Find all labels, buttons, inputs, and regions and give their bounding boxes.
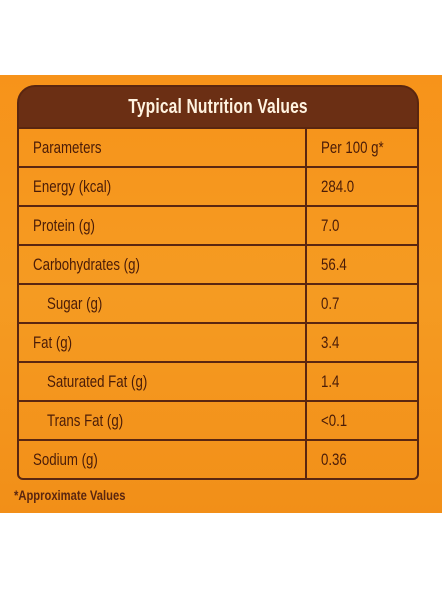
parameter-cell: Parameters: [19, 129, 307, 168]
parameter-label: Trans Fat (g): [47, 410, 124, 430]
parameter-cell: Energy (kcal): [19, 166, 307, 207]
parameter-value: 0.7: [321, 293, 340, 313]
column-header-parameters: Parameters: [33, 137, 102, 157]
parameter-label: Fat (g): [33, 332, 73, 352]
parameter-value: 56.4: [321, 254, 347, 274]
value-cell: 56.4: [305, 244, 417, 285]
parameter-cell: Fat (g): [19, 322, 307, 363]
table-title: Typical Nutrition Values: [128, 95, 308, 118]
footnote-text: *Approximate Values: [14, 487, 126, 503]
table-row: Saturated Fat (g) 1.4: [19, 361, 417, 402]
nutrition-table: Parameters Per 100 g* Energy (kcal) 284.…: [17, 129, 419, 480]
table-row: Carbohydrates (g) 56.4: [19, 244, 417, 285]
parameter-label: Saturated Fat (g): [47, 371, 148, 391]
parameter-cell: Sodium (g): [19, 439, 307, 478]
nutrition-panel: Typical Nutrition Values Parameters Per …: [0, 75, 442, 513]
value-cell: 0.36: [305, 439, 417, 478]
table-row: Protein (g) 7.0: [19, 205, 417, 246]
parameter-label: Protein (g): [33, 215, 95, 235]
value-cell: 1.4: [305, 361, 417, 402]
table-row: Sugar (g) 0.7: [19, 283, 417, 324]
parameter-label: Energy (kcal): [33, 176, 112, 196]
column-header-per-100g: Per 100 g*: [321, 137, 384, 157]
value-cell: 284.0: [305, 166, 417, 207]
parameter-value: <0.1: [321, 410, 348, 430]
parameter-cell: Protein (g): [19, 205, 307, 246]
table-row: Trans Fat (g) <0.1: [19, 400, 417, 441]
parameter-cell: Sugar (g): [19, 283, 307, 324]
parameter-value: 1.4: [321, 371, 340, 391]
parameter-label: Carbohydrates (g): [33, 254, 140, 274]
table-row: Sodium (g) 0.36: [19, 439, 417, 478]
parameter-value: 0.36: [321, 449, 347, 469]
parameter-label: Sodium (g): [33, 449, 98, 469]
footnote: *Approximate Values: [14, 487, 153, 503]
value-cell: <0.1: [305, 400, 417, 441]
title-bar: Typical Nutrition Values: [17, 85, 419, 129]
parameter-cell: Trans Fat (g): [19, 400, 307, 441]
value-cell: Per 100 g*: [305, 129, 417, 168]
value-cell: 7.0: [305, 205, 417, 246]
parameter-cell: Carbohydrates (g): [19, 244, 307, 285]
value-cell: 3.4: [305, 322, 417, 363]
parameter-value: 284.0: [321, 176, 355, 196]
table-row: Energy (kcal) 284.0: [19, 166, 417, 207]
table-header-row: Parameters Per 100 g*: [19, 129, 417, 168]
parameter-value: 3.4: [321, 332, 340, 352]
table-row: Fat (g) 3.4: [19, 322, 417, 363]
parameter-value: 7.0: [321, 215, 340, 235]
value-cell: 0.7: [305, 283, 417, 324]
parameter-cell: Saturated Fat (g): [19, 361, 307, 402]
parameter-label: Sugar (g): [47, 293, 103, 313]
